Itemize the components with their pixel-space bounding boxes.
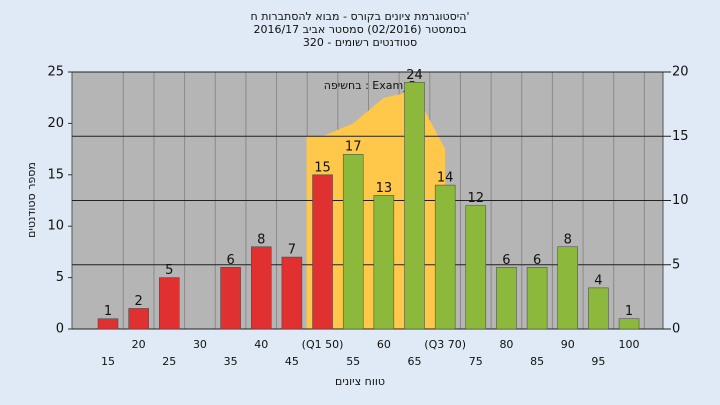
data-label: 7: [288, 243, 296, 258]
bar: [251, 246, 272, 330]
bar: [159, 277, 180, 330]
data-label: 24: [406, 68, 423, 83]
data-label: 17: [345, 140, 362, 155]
chart-title: היסטוגרמת ציונים בקורס - מבוא להסתברות ח…: [251, 10, 470, 23]
x-tick-label: (Q3 70): [424, 338, 466, 351]
data-label: 12: [468, 191, 485, 206]
y-tick-label: 25: [47, 65, 64, 80]
x-tick-label: 75: [469, 355, 483, 368]
x-tick-label: 20: [132, 338, 146, 351]
x-tick-label: 45: [285, 355, 299, 368]
data-label: 1: [104, 304, 112, 319]
x-tick-label: 95: [591, 355, 605, 368]
bar: [404, 82, 425, 330]
bar: [434, 184, 456, 330]
y2-tick-label: 15: [672, 129, 689, 144]
bar: [618, 318, 640, 330]
bar: [97, 318, 119, 330]
bar: [281, 256, 303, 330]
bar: [312, 174, 333, 330]
data-label: 4: [594, 273, 602, 288]
x-axis-label: טווח ציונים: [335, 375, 385, 388]
x-tick-label: 65: [408, 355, 422, 368]
x-tick-label: 100: [619, 338, 640, 351]
x-tick-label: 15: [101, 355, 115, 368]
x-tick-label: 40: [254, 338, 268, 351]
data-label: 8: [257, 232, 265, 247]
bar: [557, 246, 578, 330]
y2-tick-label: 0: [672, 322, 680, 337]
data-label: 14: [437, 171, 454, 186]
data-label: 5: [165, 263, 173, 278]
bar: [496, 267, 517, 330]
bar: [128, 308, 149, 330]
data-label: 2: [135, 294, 143, 309]
data-label: 6: [226, 253, 234, 268]
bar: [588, 287, 609, 330]
data-label: 15: [314, 160, 331, 175]
y-tick-label: 20: [47, 116, 64, 131]
data-label: 6: [533, 253, 541, 268]
data-label: 13: [376, 181, 393, 196]
y-tick-label: 10: [47, 219, 64, 234]
chart-title: בסמסטר (02/2016) סמסטר אביב 2016/17: [253, 23, 466, 36]
bar: [342, 153, 364, 330]
y2-tick-label: 10: [672, 193, 689, 208]
x-tick-label: 30: [193, 338, 207, 351]
chart-title: סטודנטים רשומים - 320: [303, 36, 417, 49]
bar: [220, 267, 241, 330]
x-tick-label: 85: [530, 355, 544, 368]
x-tick-label: 25: [162, 355, 176, 368]
y2-tick-label: 20: [672, 65, 689, 80]
y-tick-label: 0: [56, 322, 64, 337]
bar: [526, 267, 548, 330]
bar: [373, 195, 395, 330]
y-tick-label: 15: [47, 167, 64, 182]
y-tick-label: 5: [56, 270, 64, 285]
subtitle: בחשיפה : Exam_B: [324, 79, 417, 92]
y-axis-label: מספר סטודנטים: [25, 162, 38, 238]
x-tick-label: 55: [346, 355, 360, 368]
bar: [465, 205, 487, 330]
data-label: 1: [625, 304, 633, 319]
x-tick-label: 80: [499, 338, 513, 351]
x-tick-label: 60: [377, 338, 391, 351]
y2-tick-label: 5: [672, 257, 680, 272]
data-label: 8: [564, 232, 572, 247]
x-tick-label: (Q1 50): [302, 338, 344, 351]
x-tick-label: 90: [561, 338, 575, 351]
data-label: 6: [502, 253, 510, 268]
x-tick-label: 35: [224, 355, 238, 368]
